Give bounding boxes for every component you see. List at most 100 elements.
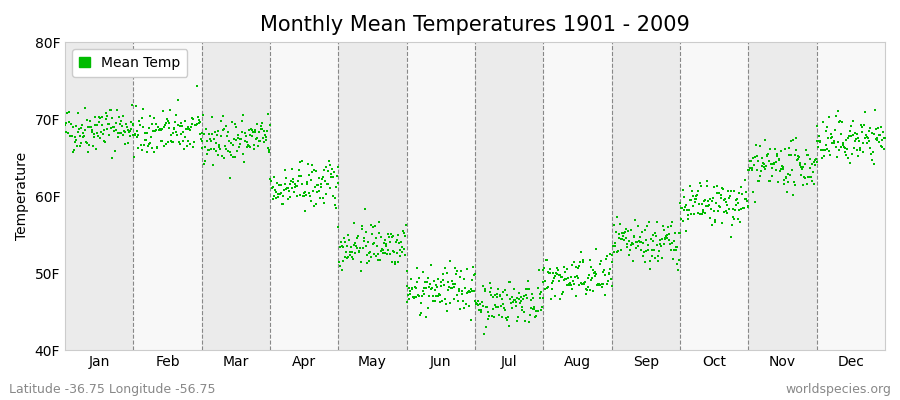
Point [795,166,809,172]
Point [136,124,150,130]
Point [733,206,747,213]
Point [227,136,241,142]
Point [163,107,177,114]
Point [779,175,794,182]
Point [303,177,318,184]
Point [457,276,472,282]
Point [148,127,163,133]
Point [626,241,640,248]
Point [81,124,95,130]
Point [529,313,544,319]
Point [479,324,493,330]
Point [428,287,443,293]
Point [513,298,527,304]
Point [692,201,706,208]
Point [828,127,842,133]
Point [661,232,675,238]
Point [194,118,208,125]
Point [858,134,872,141]
Point [380,250,394,257]
Point [572,263,586,270]
Point [64,132,78,139]
Point [746,155,760,162]
Point [787,179,801,186]
Point [119,120,133,127]
Point [284,194,298,200]
Point [353,245,367,251]
Point [755,155,770,162]
Point [619,235,634,241]
Point [467,288,482,294]
Point [445,285,459,292]
Point [377,250,392,256]
Point [357,206,372,212]
Point [302,190,317,196]
Point [471,298,485,305]
Point [871,138,886,145]
Point [788,182,802,188]
Point [535,303,549,310]
Point [876,129,890,135]
Point [234,135,248,142]
Point [279,186,293,192]
Point [231,134,246,141]
Point [838,145,852,151]
Point [271,194,285,201]
Point [609,229,624,235]
Point [703,214,717,221]
Point [590,246,604,252]
Point [256,135,270,142]
Point [89,122,104,128]
Point [186,144,201,150]
Point [780,171,795,177]
Point [272,182,286,188]
Point [675,204,689,211]
Point [636,249,651,256]
Bar [270,42,338,350]
Point [616,230,630,236]
Point [547,292,562,299]
Point [78,126,93,133]
Point [568,274,582,280]
Point [453,273,467,280]
Point [613,221,627,228]
Point [543,270,557,276]
Point [286,176,301,182]
Point [575,280,590,287]
Point [356,235,371,241]
Point [850,130,864,137]
Point [555,291,570,298]
Bar [407,42,475,350]
Point [734,206,748,212]
Point [152,127,166,133]
Point [119,121,133,127]
Point [151,124,166,130]
Point [812,132,826,139]
Point [445,278,459,284]
Point [64,121,78,127]
Point [659,233,673,240]
Point [266,196,280,202]
Point [112,120,127,127]
Point [721,188,735,194]
Point [126,132,140,138]
Point [706,208,721,214]
Point [688,193,703,200]
Point [483,289,498,296]
Point [83,124,97,130]
Point [667,247,681,254]
Point [853,145,868,151]
Point [433,292,447,299]
Point [756,163,770,170]
Point [705,222,719,228]
Point [404,276,419,282]
Point [519,295,534,301]
Point [524,304,538,311]
Point [620,244,634,250]
Point [856,149,870,155]
Point [414,310,428,316]
Point [373,256,387,263]
Point [762,178,777,184]
Point [291,178,305,184]
Point [364,222,379,228]
